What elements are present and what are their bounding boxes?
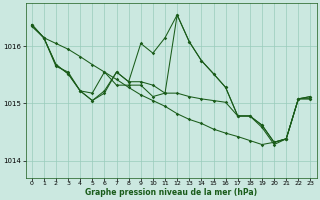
- X-axis label: Graphe pression niveau de la mer (hPa): Graphe pression niveau de la mer (hPa): [85, 188, 257, 197]
